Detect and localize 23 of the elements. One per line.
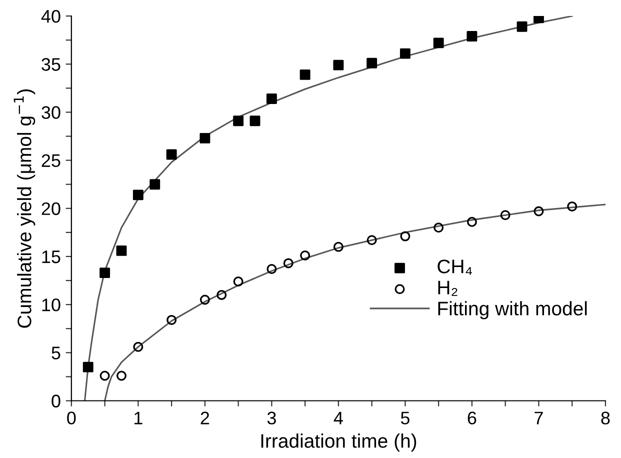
x-tick-label: 3 [267, 412, 276, 424]
x-tick-label: 7 [534, 412, 543, 424]
y-tick-label: 20 [42, 202, 60, 216]
x-tick-label: 2 [200, 412, 210, 424]
y-tick-label: 30 [42, 106, 60, 119]
y-tick-label: 10 [42, 298, 60, 312]
x-axis-title: Irradiation time (h) [261, 434, 416, 452]
y-tick-label: 40 [41, 10, 60, 23]
y-tick-label: 35 [42, 58, 60, 71]
legend-label: H₂ [438, 280, 458, 296]
legend-label: Fitting with model [438, 301, 587, 320]
legend-label: CH₄ [438, 260, 472, 275]
x-tick-label: 8 [601, 412, 610, 424]
x-tick-label: 6 [468, 412, 476, 424]
y-tick-label: 5 [52, 346, 60, 360]
x-tick-label: 4 [334, 412, 343, 424]
y-tick-label: 0 [52, 394, 60, 408]
y-tick-label: 15 [42, 250, 60, 264]
y-tick-label: 25 [42, 154, 60, 168]
x-tick-label: 5 [400, 412, 410, 424]
y-axis-title: Cumulative yield (μmol g$^{−1}$) [14, 89, 36, 328]
x-tick-label: 0 [67, 412, 76, 424]
x-tick-label: 1 [134, 412, 142, 424]
